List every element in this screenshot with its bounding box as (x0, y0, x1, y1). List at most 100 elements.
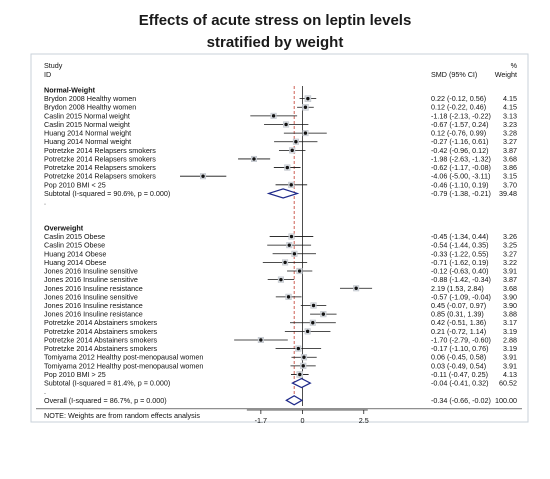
subtotal-diamond (291, 377, 312, 389)
study-point (279, 277, 283, 282)
study-ci-text: -0.62 (-1.17, -0.08) (431, 163, 491, 172)
study-point (301, 364, 305, 368)
study-weight: 4.15 (503, 103, 517, 112)
study-ci-text: 0.12 (-0.76, 0.99) (431, 129, 486, 138)
group-separator: . (44, 198, 46, 207)
study-point (283, 260, 287, 265)
study-label: Huang 2014 Obese (44, 249, 106, 258)
study-point (252, 157, 256, 161)
study-ci-text: -0.33 (-1.22, 0.55) (431, 249, 489, 258)
study-point (201, 174, 205, 178)
study-label: Huang 2014 Obese (44, 258, 106, 267)
study-label: Caslin 2015 Obese (44, 241, 105, 250)
study-ci-text: -1.18 (-2.13, -0.22) (431, 111, 491, 120)
subtotal-weight: 39.48 (499, 189, 517, 198)
study-label: Jones 2016 Insuline resistance (44, 310, 143, 319)
overall-weight: 100.00 (495, 396, 517, 405)
study-ci-text: 0.22 (-0.12, 0.56) (431, 94, 486, 103)
study-point (289, 183, 293, 187)
study-weight: 3.87 (503, 146, 517, 155)
overall-ci-text: -0.34 (-0.66, -0.02) (431, 396, 491, 405)
study-ci-text: 0.06 (-0.45, 0.58) (431, 353, 486, 362)
study-label: Caslin 2015 Obese (44, 232, 105, 241)
study-ci-text: -0.88 (-1.42, -0.34) (431, 275, 491, 284)
group-heading: Normal-Weight (44, 86, 96, 95)
chart-title: Effects of acute stress on leptin levels… (0, 10, 550, 54)
study-ci-text: 0.45 (-0.07, 0.97) (431, 301, 486, 310)
study-point (311, 303, 316, 308)
study-weight: 3.15 (503, 172, 517, 181)
study-point (271, 114, 276, 118)
subtotal-label: Subtotal (I-squared = 90.6%, p = 0.000) (44, 189, 170, 198)
study-point (354, 286, 358, 290)
x-axis-tick-label: -1.7 (255, 416, 267, 425)
study-ci-text: -0.45 (-1.34, 0.44) (431, 232, 489, 241)
chart-title-line-1: Effects of acute stress on leptin levels (138, 12, 412, 29)
study-weight: 3.19 (503, 344, 517, 353)
study-point (290, 148, 294, 153)
subtotal-ci-text: -0.04 (-0.41, 0.32) (431, 379, 489, 388)
x-axis-tick-label: 2.5 (359, 416, 369, 425)
study-label: Potretzke 2014 Relapsers smokers (44, 146, 156, 155)
study-label: Huang 2014 Normal weight (44, 137, 131, 146)
study-ci-text: -1.70 (-2.79, -0.60) (431, 335, 491, 344)
study-weight: 3.26 (503, 232, 517, 241)
study-point (298, 372, 302, 377)
study-label: Pop 2010 BMI < 25 (44, 180, 106, 189)
subtotal-diamond (266, 188, 300, 199)
study-weight: 3.91 (503, 267, 517, 276)
header-smd: SMD (95% CI) (431, 70, 477, 79)
study-weight: 2.88 (503, 335, 517, 344)
study-weight: 3.25 (503, 241, 517, 250)
study-weight: 3.91 (503, 361, 517, 370)
study-weight: 3.70 (503, 180, 517, 189)
study-point (296, 346, 301, 351)
study-weight: 3.68 (503, 154, 517, 163)
study-label: Potretzke 2014 Abstainers smokers (44, 327, 157, 336)
chart-title-line-2: stratified by weight (206, 34, 344, 51)
study-label: Potretzke 2014 Abstainers smokers (44, 344, 157, 353)
study-label: Potretzke 2014 Relapsers smokers (44, 154, 156, 163)
study-ci-text: -0.71 (-1.62, 0.19) (431, 258, 489, 267)
subtotal-ci-text: -0.79 (-1.38, -0.21) (431, 189, 491, 198)
study-ci-text: -0.42 (-0.96, 0.12) (431, 146, 489, 155)
study-label: Huang 2014 Normal weight (44, 129, 131, 138)
study-weight: 3.19 (503, 327, 517, 336)
study-point (306, 96, 310, 101)
group-heading: Overweight (44, 223, 84, 232)
study-point (302, 355, 306, 359)
study-ci-text: -0.54 (-1.44, 0.35) (431, 241, 489, 250)
study-label: Potretzke 2014 Abstainers smokers (44, 335, 157, 344)
study-weight: 3.28 (503, 129, 517, 138)
study-ci-text: 0.03 (-0.49, 0.54) (431, 361, 486, 370)
study-label: Jones 2016 Insuline resistance (44, 284, 143, 293)
x-axis-tick-label: 0 (301, 416, 305, 425)
study-point (303, 105, 308, 109)
study-label: Jones 2016 Insuline sensitive (44, 275, 138, 284)
study-ci-text: 0.42 (-0.51, 1.36) (431, 318, 486, 327)
study-ci-text: -0.17 (-1.10, 0.76) (431, 344, 489, 353)
study-point (286, 295, 291, 299)
study-point (297, 269, 302, 273)
study-ci-text: -0.27 (-1.16, 0.61) (431, 137, 489, 146)
study-weight: 3.22 (503, 258, 517, 267)
study-ci-text: -0.57 (-1.09, -0.04) (431, 292, 491, 301)
study-ci-text: 0.85 (0.31, 1.39) (431, 310, 484, 319)
study-point (321, 312, 326, 316)
study-weight: 3.17 (503, 318, 517, 327)
header-weight-percent: % (511, 61, 518, 70)
plot-panel (30, 53, 529, 423)
subtotal-weight: 60.52 (499, 379, 517, 388)
study-point (311, 321, 315, 325)
study-label: Potretzke 2014 Relapsers smokers (44, 163, 156, 172)
study-point (284, 122, 288, 127)
header-id: ID (44, 70, 51, 79)
study-point (285, 165, 290, 170)
study-weight: 4.13 (503, 370, 517, 379)
study-weight: 3.27 (503, 137, 517, 146)
study-point (259, 338, 263, 342)
study-ci-text: -4.06 (-5.00, -3.11) (431, 172, 490, 181)
study-weight: 4.15 (503, 94, 517, 103)
